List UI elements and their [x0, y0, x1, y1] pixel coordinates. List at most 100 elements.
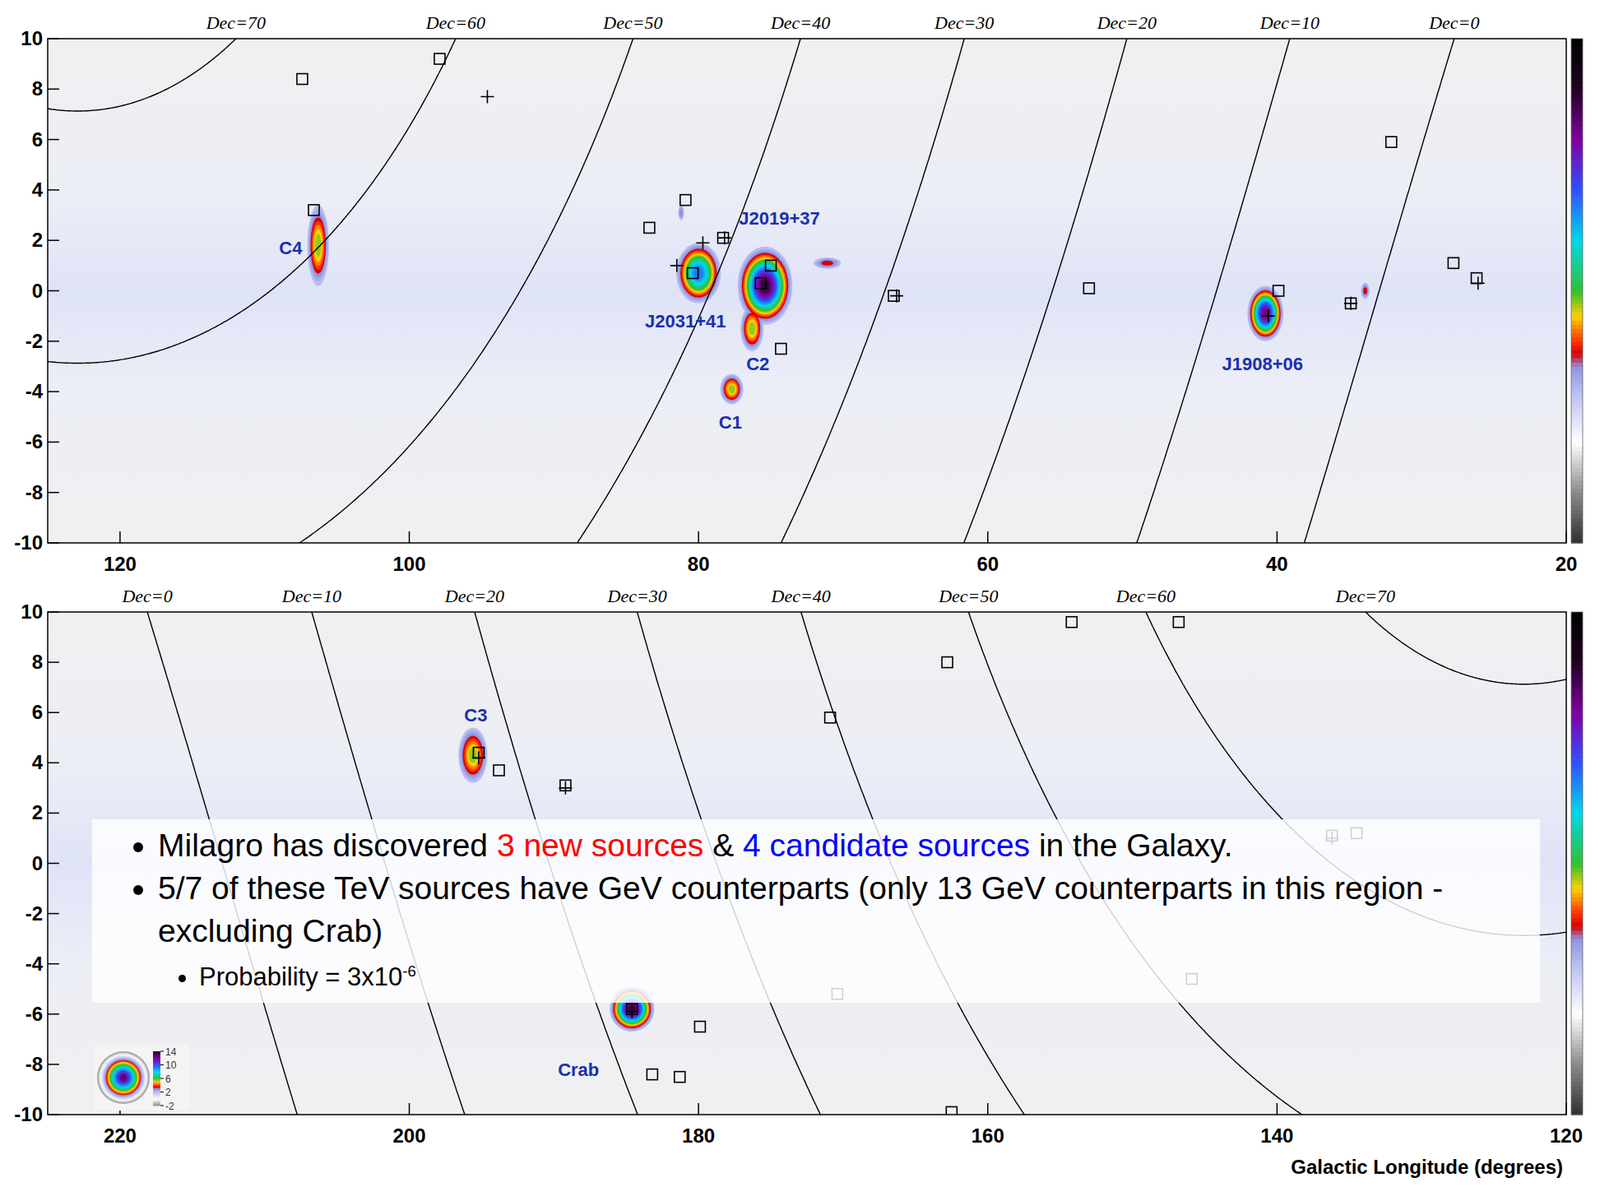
- inset-blob: [97, 1052, 149, 1103]
- colorbar-cell: [1571, 904, 1583, 910]
- note-text: -6: [402, 962, 417, 980]
- square-marker: [1066, 616, 1077, 628]
- source-contour: [813, 257, 841, 269]
- colorbar-cell: [1571, 320, 1583, 325]
- dec-label: Dec=0: [1428, 12, 1480, 33]
- inset-tick: [160, 1078, 164, 1080]
- source-contour: [1360, 282, 1370, 300]
- colorbar-cell: [1571, 1014, 1583, 1020]
- colorbar-cell: [1571, 641, 1583, 647]
- colorbar-cell: [1571, 704, 1583, 710]
- colorbar-cell: [1571, 194, 1583, 200]
- dec-line: [203, 38, 650, 543]
- source-label: Crab: [557, 1059, 599, 1081]
- colorbar-cell: [1571, 876, 1583, 882]
- colorbar-cell: [1571, 645, 1583, 651]
- colorbar-cell: [1571, 1056, 1583, 1062]
- y-tick-label: -8: [25, 481, 43, 504]
- source-contour: [685, 255, 713, 293]
- y-tick: [47, 1113, 60, 1116]
- source-contour: [1363, 287, 1368, 295]
- inset-blob: [120, 1074, 127, 1081]
- y-tick: [47, 239, 60, 242]
- colorbar-cell: [1571, 291, 1583, 297]
- colorbar-cell: [1571, 938, 1583, 944]
- colorbar-cell: [1571, 754, 1583, 760]
- colorbar-cell: [1571, 900, 1583, 906]
- square-marker: [644, 222, 655, 233]
- colorbar-cell: [1571, 796, 1583, 802]
- y-tick-label: -2: [25, 902, 43, 925]
- colorbar-cell: [1571, 888, 1583, 894]
- square-marker: [694, 1021, 705, 1033]
- dec-label: Dec=20: [444, 585, 505, 607]
- dec-line: [47, 38, 279, 112]
- source-contour: [1260, 305, 1271, 322]
- square-marker: [680, 194, 692, 206]
- inset-blob: [111, 1065, 135, 1090]
- inset-tick: [160, 1051, 164, 1053]
- note-item: Milagro has discovered 3 new sources & 4…: [157, 824, 1532, 868]
- source-label: C3: [463, 704, 487, 726]
- colorbar-cell: [1571, 1022, 1583, 1028]
- inset-blob: [112, 1066, 135, 1090]
- dec-label: Dec=20: [1096, 12, 1157, 33]
- y-tick-label: 10: [20, 27, 43, 50]
- inset: 141062-2: [93, 1044, 190, 1113]
- source-contour: [1250, 290, 1281, 337]
- source-contour: [686, 255, 712, 290]
- notes-box: Milagro has discovered 3 new sources & 4…: [92, 819, 1540, 1003]
- inset-tick-label: 2: [165, 1086, 172, 1099]
- colorbar-cell: [1571, 1076, 1583, 1082]
- source-contour: [679, 208, 683, 218]
- y-tick: [47, 963, 60, 965]
- source-contour: [1252, 293, 1279, 334]
- cross-marker: [558, 781, 572, 795]
- y-tick: [47, 913, 60, 915]
- colorbar-cell: [1571, 968, 1583, 974]
- colorbar-cell: [1571, 750, 1583, 756]
- y-tick-label: 2: [32, 801, 43, 824]
- colorbar-cell: [1571, 800, 1583, 806]
- y-tick-label: 6: [32, 700, 43, 724]
- colorbar-cell: [1571, 395, 1583, 401]
- colorbar-cell: [1571, 691, 1583, 697]
- colorbar-cell: [1571, 102, 1583, 107]
- source-label: J2019+37: [738, 208, 821, 229]
- colorbar-cell: [1571, 662, 1583, 668]
- colorbar-cell: [1571, 821, 1583, 827]
- colorbar-cell: [1571, 858, 1583, 864]
- colorbar-cell: [1571, 1064, 1583, 1070]
- plot-background: [47, 612, 1567, 1115]
- colorbar-cell: [1571, 324, 1583, 330]
- y-tick-label: 8: [32, 77, 43, 100]
- colorbar-cell: [1571, 687, 1583, 693]
- colorbar-cell: [1571, 433, 1583, 439]
- square-marker: [308, 204, 320, 216]
- colorbar-cell: [1571, 454, 1583, 460]
- colorbar-cell: [1571, 240, 1583, 246]
- colorbar-cell: [1571, 950, 1583, 956]
- dec-label: Dec=60: [1115, 585, 1176, 607]
- dec-label: Dec=10: [1259, 12, 1320, 33]
- colorbar-cell: [1571, 257, 1583, 263]
- colorbar-cell: [1571, 620, 1583, 626]
- colorbar-cell: [1571, 946, 1583, 952]
- colorbar-cell: [1571, 185, 1583, 191]
- colorbar-cell: [1571, 463, 1583, 469]
- colorbar-cell: [1571, 909, 1583, 915]
- colorbar-cell: [1571, 804, 1583, 810]
- source-contour: [1247, 285, 1284, 341]
- colorbar-cell: [1571, 130, 1583, 136]
- colorbar-cell: [1571, 387, 1583, 393]
- source-contour: [723, 378, 741, 400]
- colorbar-cell: [1571, 1089, 1583, 1095]
- plot-background: [47, 38, 1567, 543]
- source-contour: [1256, 300, 1275, 327]
- colorbar-cell: [1571, 997, 1583, 1002]
- colorbar-cell: [1571, 441, 1583, 447]
- colorbar-cell: [1571, 383, 1583, 389]
- source-contour: [307, 204, 330, 286]
- colorbar-cell: [1571, 683, 1583, 689]
- source-contour: [459, 730, 486, 780]
